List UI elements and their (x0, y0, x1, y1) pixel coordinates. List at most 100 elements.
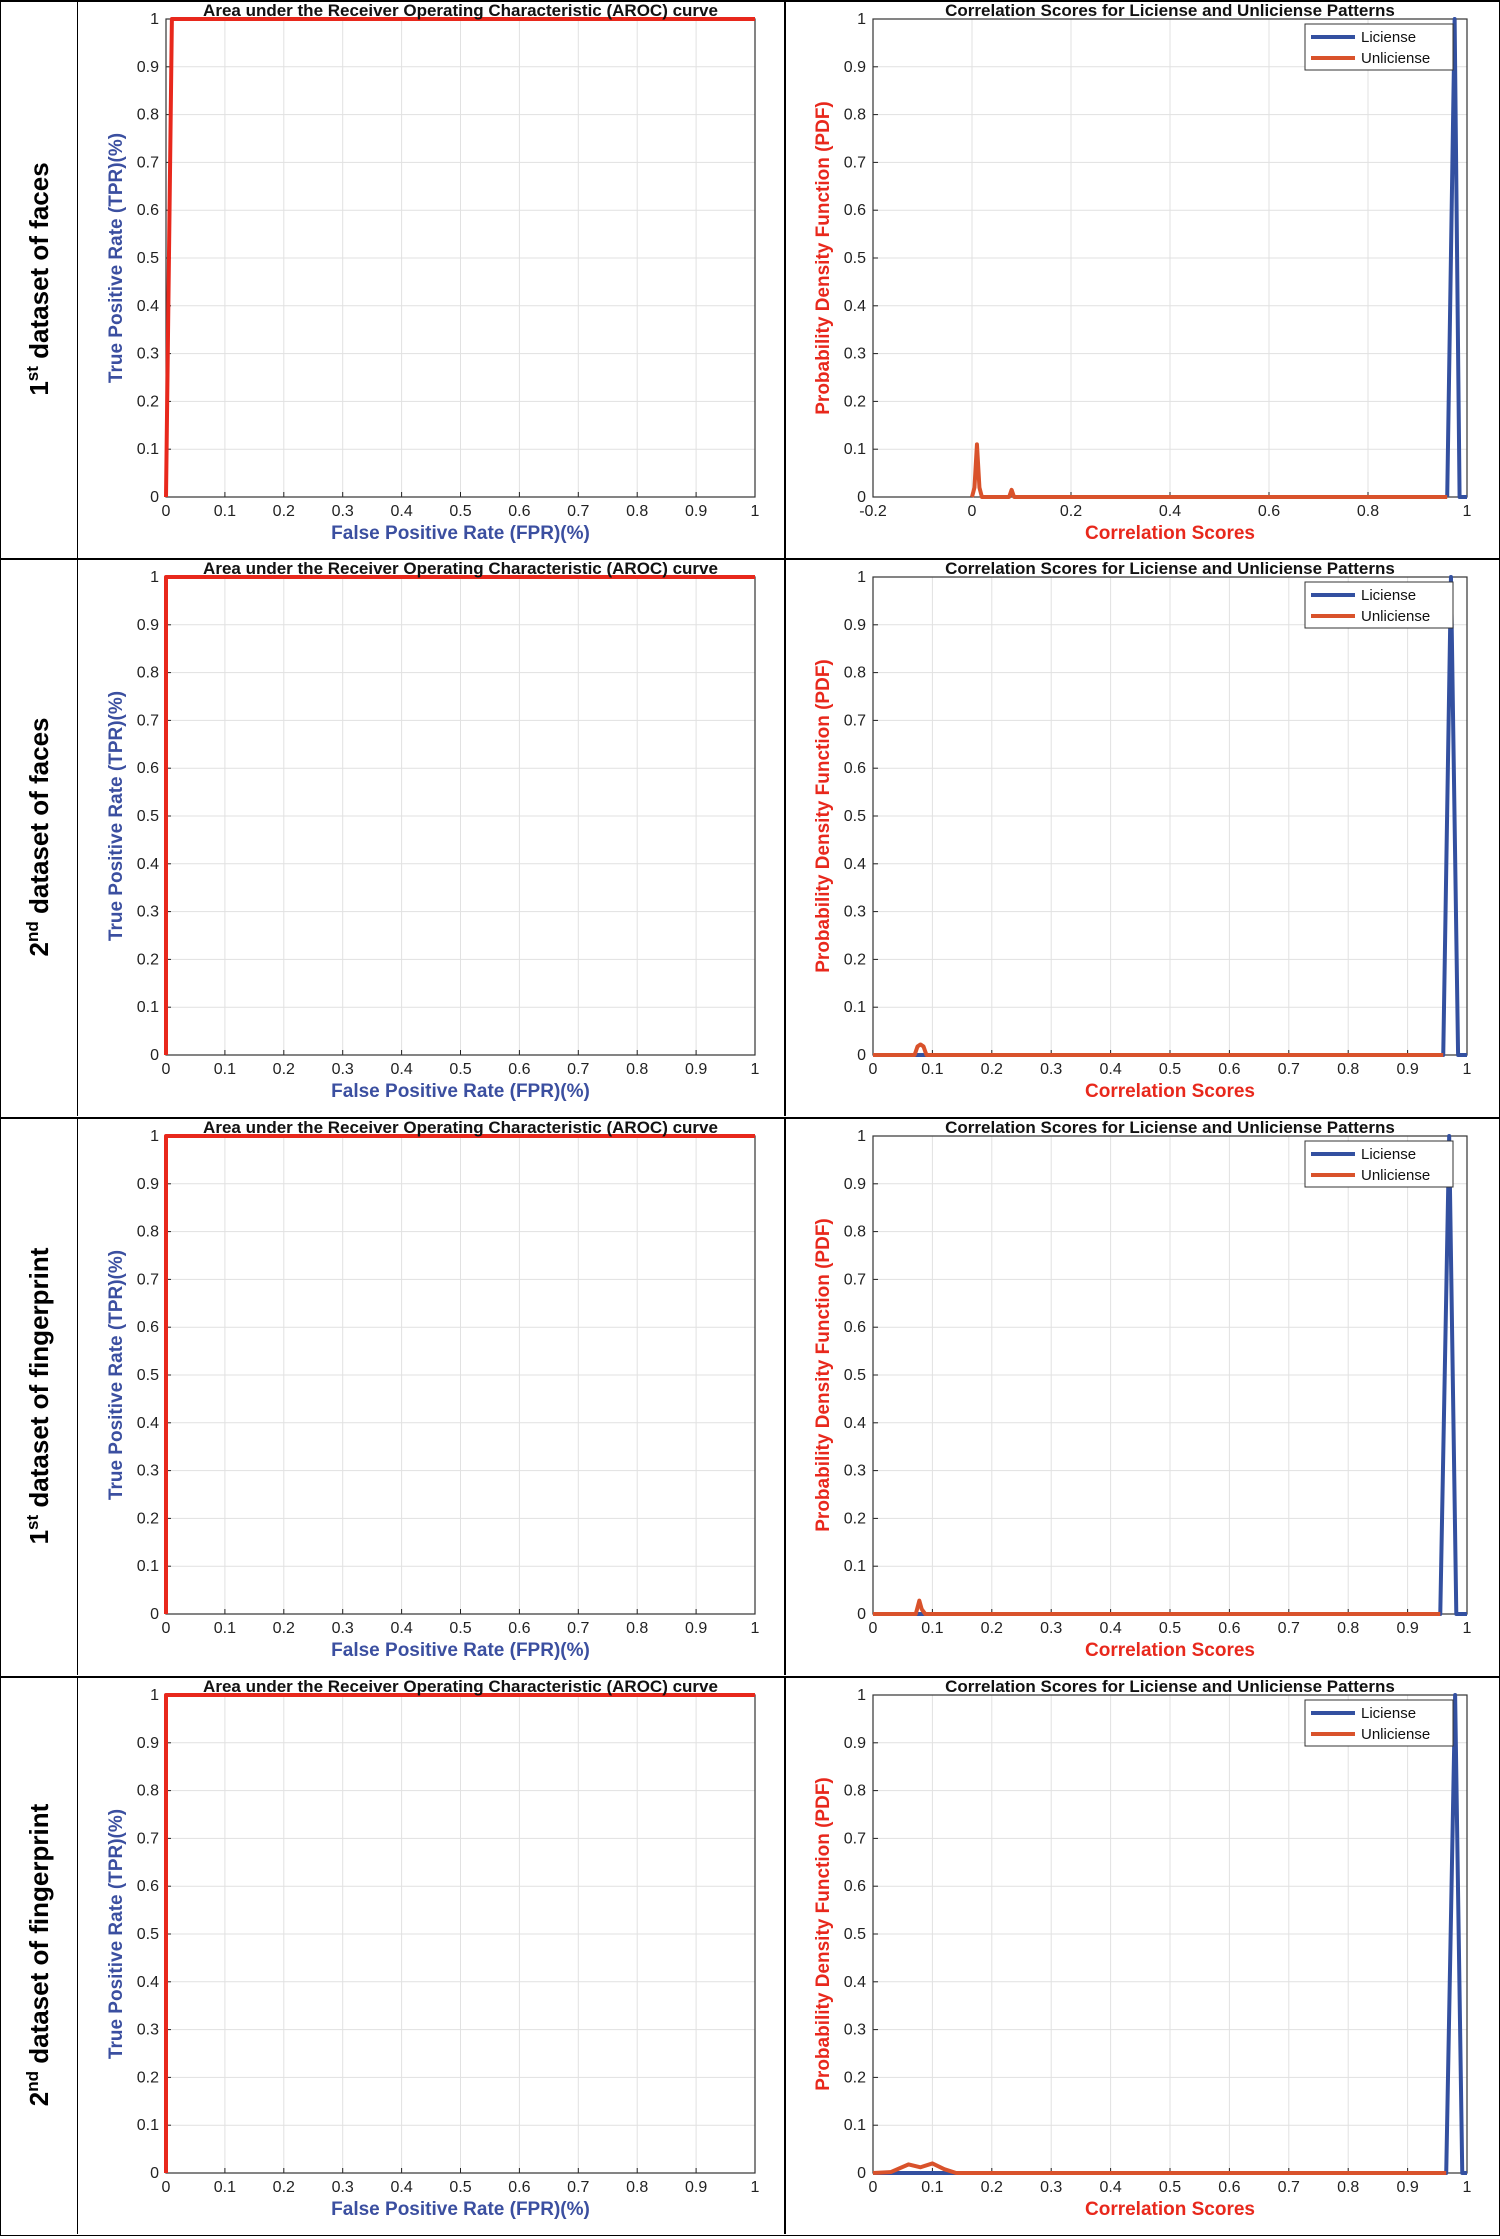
y-tick-label: 0.5 (844, 808, 866, 825)
x-tick-label: 0.4 (1099, 1620, 1121, 1637)
pdf-chart: 0 0.1 0.2 0.3 0.4 0.5 0.6 0.7 0.8 0.9 1 0 0.1 0.2 0.3 0… (813, 1118, 1472, 1661)
x-tick-label: 0.8 (626, 1620, 648, 1637)
x-tick-label: -0.2 (859, 503, 887, 520)
row-label-ordinal: 1 (23, 381, 54, 396)
x-tick-label: 0.8 (1337, 1061, 1359, 1078)
y-tick-label: 0.2 (844, 951, 866, 968)
y-tick-label: 0.5 (137, 1367, 159, 1384)
pdf-chart-cell: 0 0.1 0.2 0.3 0.4 0.5 0.6 0.7 0.8 0.9 1 0 0.1 0.2 0.3 0… (785, 1676, 1500, 2234)
y-tick-label: 0.9 (844, 59, 866, 76)
y-tick-label: 0.3 (137, 1463, 159, 1480)
y-tick-label: 0.8 (844, 665, 866, 682)
x-tick-label: 0.8 (1337, 1620, 1359, 1637)
row-label: 2nd dataset of faces (23, 718, 55, 957)
unliciense-series-line (970, 442, 1448, 499)
y-tick-label: 0.3 (844, 346, 866, 363)
y-axis-label: Probability Density Function (PDF) (813, 1777, 834, 2091)
x-tick-label: 0.6 (508, 2179, 530, 2196)
y-tick-label: 0 (150, 1606, 159, 1623)
y-tick-label: 0.1 (844, 999, 866, 1016)
row-label-suffix: nd (23, 921, 43, 943)
x-tick-label: 0.4 (1159, 503, 1181, 520)
y-tick-label: 1 (857, 569, 866, 586)
y-tick-label: 0.1 (137, 1558, 159, 1575)
x-tick-label: 0.1 (214, 503, 236, 520)
x-tick-label: 0.5 (1159, 1061, 1181, 1078)
x-tick-label: 0 (869, 1620, 878, 1637)
y-axis-label: Probability Density Function (PDF) (813, 1218, 834, 1532)
x-tick-label: 0.5 (1159, 1620, 1181, 1637)
x-tick-label: 0.8 (626, 503, 648, 520)
x-tick-label: 0.7 (567, 1620, 589, 1637)
legend-box (1304, 23, 1454, 71)
x-tick-label: 0.4 (390, 2179, 412, 2196)
row-divider (0, 1117, 1500, 1119)
y-tick-label: 0.2 (137, 1510, 159, 1527)
x-tick-label: 0.4 (390, 1620, 412, 1637)
x-tick-label: 0.1 (921, 1620, 943, 1637)
x-tick-label: 0.5 (449, 1620, 471, 1637)
y-tick-label: 0.6 (137, 1878, 159, 1895)
y-tick-label: 0.1 (844, 2117, 866, 2134)
x-tick-label: 0.6 (508, 1061, 530, 1078)
roc-chart: 0 0.1 0.2 0.3 0.4 0.5 0.6 0.7 0.8 0.9 1 0 0.1 0.2 0.3 0… (106, 1677, 760, 2220)
y-axis-label: True Positive Rate (TPR)(%) (106, 1809, 127, 2059)
x-tick-label: 1 (1463, 503, 1472, 520)
y-tick-label: 0.7 (844, 1830, 866, 1847)
x-tick-label: 0 (162, 1061, 171, 1078)
y-tick-label: 0.8 (137, 665, 159, 682)
y-tick-label: 0.6 (844, 202, 866, 219)
y-tick-label: 0.4 (844, 298, 866, 315)
y-tick-label: 0.3 (844, 1463, 866, 1480)
y-tick-label: 0 (857, 1606, 866, 1623)
x-tick-label: 0.2 (981, 1620, 1003, 1637)
y-tick-label: 0.4 (137, 298, 159, 315)
x-tick-label: 0.4 (390, 503, 412, 520)
chart-title: Area under the Receiver Operating Charac… (203, 1118, 718, 1137)
y-tick-label: 0 (857, 1047, 866, 1064)
y-tick-label: 0.9 (137, 1735, 159, 1752)
y-tick-label: 0.4 (844, 856, 866, 873)
x-tick-label: 0.9 (685, 1061, 707, 1078)
y-tick-label: 0.2 (137, 951, 159, 968)
x-tick-label: 0.2 (273, 1061, 295, 1078)
y-tick-label: 1 (857, 1128, 866, 1145)
row-label-cell: 2nd dataset of faces (0, 558, 78, 1116)
row-label-suffix: st (23, 1514, 43, 1530)
x-tick-label: 0.7 (567, 1061, 589, 1078)
y-tick-label: 0.9 (844, 617, 866, 634)
y-tick-label: 0.2 (844, 2069, 866, 2086)
x-tick-label: 0.6 (1218, 2179, 1240, 2196)
pdf-chart-cell: 0 0.1 0.2 0.3 0.4 0.5 0.6 0.7 0.8 0.9 1 0 0.1 0.2 0.3 0… (785, 1117, 1500, 1675)
pdf-chart-cell: -0.2 0 0.2 0.4 0.6 0.8 1 0 0.1 0.2 0.3 0.4 0.5 0.6 0.7… (785, 0, 1500, 558)
y-tick-label: 0.2 (844, 393, 866, 410)
x-tick-label: 1 (751, 1620, 760, 1637)
y-tick-label: 0.4 (137, 856, 159, 873)
legend-box (1304, 581, 1454, 629)
x-tick-label: 0 (869, 1061, 878, 1078)
x-tick-label: 0.5 (449, 1061, 471, 1078)
legend-box (1304, 1699, 1454, 1747)
x-axis-label: Correlation Scores (1085, 1640, 1255, 1661)
x-tick-label: 1 (1463, 2179, 1472, 2196)
y-tick-label: 0.1 (844, 1558, 866, 1575)
y-tick-label: 0.1 (137, 441, 159, 458)
x-tick-label: 0 (869, 2179, 878, 2196)
roc-curve (164, 1693, 755, 2173)
x-tick-label: 0 (162, 1620, 171, 1637)
roc-chart-cell: 0 0.1 0.2 0.3 0.4 0.5 0.6 0.7 0.8 0.9 1 0 0.1 0.2 0.3 0… (78, 558, 785, 1116)
legend: Liciense Unliciense (1304, 1140, 1454, 1188)
x-tick-label: 0.8 (1357, 503, 1379, 520)
unliciense-series-line (873, 1598, 1441, 1616)
x-tick-label: 0.9 (1396, 2179, 1418, 2196)
x-tick-label: 0.7 (1278, 2179, 1300, 2196)
y-tick-label: 0.5 (844, 1926, 866, 1943)
x-tick-label: 0.1 (214, 1620, 236, 1637)
x-tick-label: 0 (162, 2179, 171, 2196)
legend-label: Unliciense (1361, 1167, 1430, 1184)
roc-chart: 0 0.1 0.2 0.3 0.4 0.5 0.6 0.7 0.8 0.9 1 0 0.1 0.2 0.3 0… (106, 1118, 760, 1661)
row-label-cell: 1st dataset of fingerprint (0, 1117, 78, 1675)
legend: Liciense Unliciense (1304, 581, 1454, 629)
x-tick-label: 0.7 (1278, 1061, 1300, 1078)
